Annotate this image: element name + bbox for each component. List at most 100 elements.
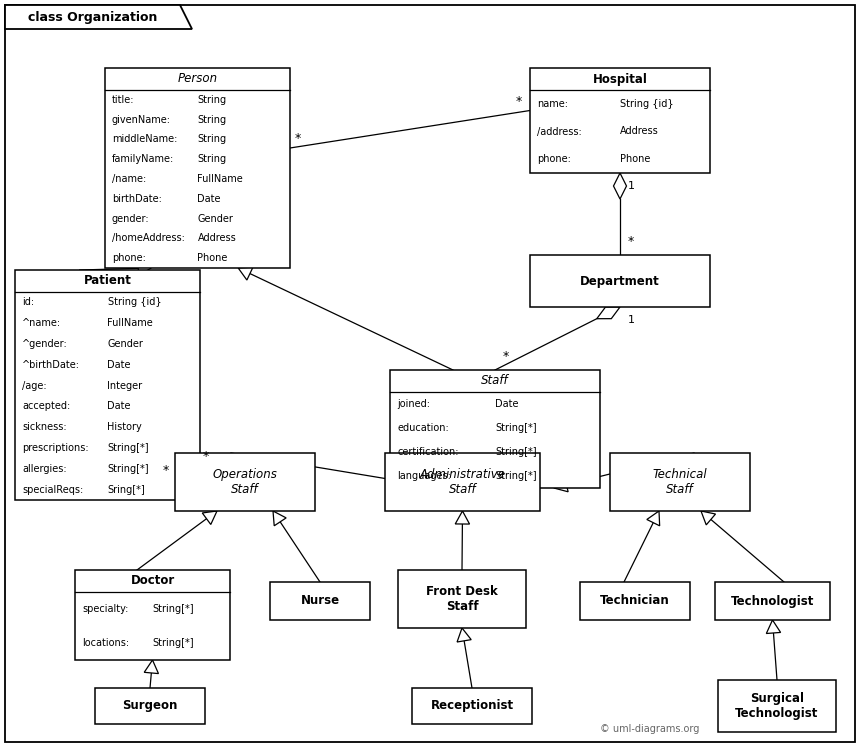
Text: phone:: phone:	[112, 253, 146, 263]
Text: String {id}: String {id}	[108, 297, 161, 308]
Text: birthDate:: birthDate:	[112, 193, 162, 204]
Text: History: History	[108, 422, 142, 433]
Text: phone:: phone:	[537, 154, 571, 164]
Text: languages:: languages:	[397, 471, 451, 481]
Bar	[412, 688, 532, 724]
Text: Date: Date	[108, 401, 131, 412]
Text: Technologist: Technologist	[731, 595, 814, 607]
Polygon shape	[455, 511, 470, 524]
Polygon shape	[554, 478, 568, 492]
Text: Administrative
Staff: Administrative Staff	[420, 468, 506, 496]
Polygon shape	[647, 511, 660, 526]
Polygon shape	[5, 5, 192, 29]
Text: Phone: Phone	[620, 154, 650, 164]
Text: joined:: joined:	[397, 399, 430, 409]
Bar	[175, 453, 315, 511]
Text: © uml-diagrams.org: © uml-diagrams.org	[600, 724, 699, 734]
Bar	[530, 68, 710, 173]
Text: Surgical
Technologist: Surgical Technologist	[735, 692, 819, 720]
Text: sickness:: sickness:	[22, 422, 66, 433]
Text: Technical
Staff: Technical Staff	[653, 468, 707, 496]
Text: ^name:: ^name:	[22, 318, 61, 328]
Text: Gender: Gender	[198, 214, 233, 223]
Polygon shape	[613, 173, 626, 199]
Text: String[*]: String[*]	[152, 604, 194, 614]
Text: locations:: locations:	[82, 638, 129, 648]
Text: Surgeon: Surgeon	[122, 699, 178, 713]
Text: education:: education:	[397, 423, 449, 433]
Text: Integer: Integer	[108, 381, 143, 391]
Text: String: String	[198, 115, 227, 125]
Bar	[105, 68, 290, 268]
Text: Nurse: Nurse	[300, 595, 340, 607]
Text: Technician: Technician	[600, 595, 670, 607]
Text: Front Desk
Staff: Front Desk Staff	[426, 585, 498, 613]
Text: ^gender:: ^gender:	[22, 339, 68, 349]
Polygon shape	[766, 620, 781, 633]
Bar	[390, 370, 600, 488]
Bar	[530, 255, 710, 307]
Text: *: *	[295, 132, 301, 145]
Bar	[398, 570, 526, 628]
Polygon shape	[597, 307, 620, 319]
Text: String: String	[198, 134, 227, 144]
Bar	[610, 453, 750, 511]
Text: *: *	[516, 95, 522, 108]
Text: String[*]: String[*]	[495, 423, 537, 433]
Text: Person: Person	[177, 72, 218, 85]
Text: Date: Date	[108, 360, 131, 370]
Text: id:: id:	[22, 297, 34, 308]
Text: *: *	[203, 450, 209, 463]
Text: specialty:: specialty:	[82, 604, 128, 614]
Text: middleName:: middleName:	[112, 134, 177, 144]
Text: 1: 1	[628, 315, 635, 325]
Text: title:: title:	[112, 95, 134, 105]
Text: Address: Address	[620, 126, 659, 137]
Text: Receptionist: Receptionist	[431, 699, 513, 713]
Text: familyName:: familyName:	[112, 154, 175, 164]
Text: /age:: /age:	[22, 381, 46, 391]
Text: 1: 1	[628, 181, 635, 191]
Text: String[*]: String[*]	[152, 638, 194, 648]
Polygon shape	[457, 628, 471, 642]
Polygon shape	[238, 267, 253, 280]
Text: givenName:: givenName:	[112, 115, 171, 125]
Text: Hospital: Hospital	[593, 72, 648, 85]
Bar	[75, 570, 230, 660]
Text: class Organization: class Organization	[28, 10, 157, 23]
Text: Operations
Staff: Operations Staff	[212, 468, 278, 496]
Text: name:: name:	[537, 99, 568, 109]
Text: String {id}: String {id}	[620, 99, 673, 109]
Text: gender:: gender:	[112, 214, 150, 223]
Text: prescriptions:: prescriptions:	[22, 443, 89, 453]
Bar	[385, 453, 540, 511]
Polygon shape	[138, 261, 151, 276]
Text: Department: Department	[580, 274, 660, 288]
Text: String: String	[198, 154, 227, 164]
Text: accepted:: accepted:	[22, 401, 71, 412]
Bar	[580, 582, 690, 620]
Text: Date: Date	[495, 399, 519, 409]
Text: Patient: Patient	[83, 274, 132, 288]
Bar	[95, 688, 205, 724]
Polygon shape	[202, 511, 217, 524]
Text: Date: Date	[198, 193, 221, 204]
Text: Doctor: Doctor	[131, 574, 175, 587]
Text: /homeAddress:: /homeAddress:	[112, 233, 185, 244]
Bar	[715, 582, 830, 620]
Text: allergies:: allergies:	[22, 464, 66, 474]
Text: Staff: Staff	[482, 374, 509, 388]
Text: Gender: Gender	[108, 339, 144, 349]
Text: /name:: /name:	[112, 174, 146, 184]
Text: Address: Address	[198, 233, 237, 244]
Text: FullName: FullName	[108, 318, 153, 328]
Bar	[270, 582, 370, 620]
Text: specialReqs:: specialReqs:	[22, 485, 83, 495]
Text: *: *	[503, 350, 509, 363]
Text: *: *	[628, 235, 635, 248]
Text: String[*]: String[*]	[108, 443, 149, 453]
Bar	[718, 680, 836, 732]
Text: *: *	[163, 464, 169, 477]
Polygon shape	[273, 511, 286, 526]
Text: String[*]: String[*]	[495, 471, 537, 481]
